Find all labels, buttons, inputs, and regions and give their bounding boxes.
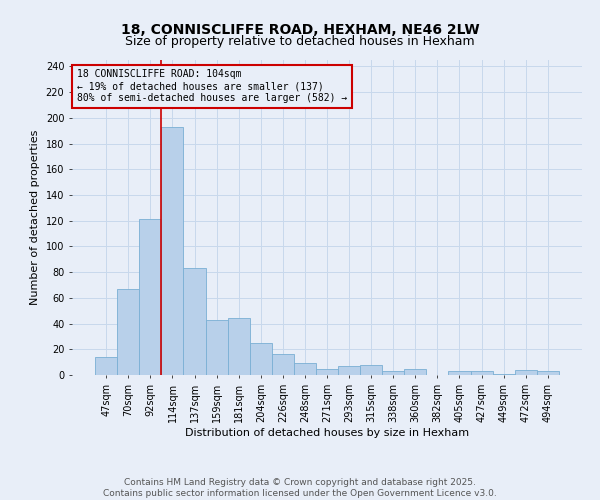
Bar [250, 343, 272, 375]
Bar [294, 364, 316, 375]
Bar [537, 371, 559, 375]
Bar [470, 371, 493, 375]
Bar [448, 371, 470, 375]
Bar [515, 370, 537, 375]
Bar [95, 357, 117, 375]
Bar [206, 320, 227, 375]
Bar [360, 364, 382, 375]
Bar [382, 371, 404, 375]
Y-axis label: Number of detached properties: Number of detached properties [30, 130, 40, 305]
Bar [184, 268, 206, 375]
Bar [117, 289, 139, 375]
Bar [316, 368, 338, 375]
Text: 18 CONNISCLIFFE ROAD: 104sqm
← 19% of detached houses are smaller (137)
80% of s: 18 CONNISCLIFFE ROAD: 104sqm ← 19% of de… [77, 70, 347, 102]
Bar [404, 368, 427, 375]
Bar [139, 220, 161, 375]
Text: Contains HM Land Registry data © Crown copyright and database right 2025.
Contai: Contains HM Land Registry data © Crown c… [103, 478, 497, 498]
Bar [272, 354, 294, 375]
Bar [338, 366, 360, 375]
Bar [161, 127, 184, 375]
Text: 18, CONNISCLIFFE ROAD, HEXHAM, NE46 2LW: 18, CONNISCLIFFE ROAD, HEXHAM, NE46 2LW [121, 22, 479, 36]
Bar [493, 374, 515, 375]
Bar [227, 318, 250, 375]
X-axis label: Distribution of detached houses by size in Hexham: Distribution of detached houses by size … [185, 428, 469, 438]
Text: Size of property relative to detached houses in Hexham: Size of property relative to detached ho… [125, 35, 475, 48]
